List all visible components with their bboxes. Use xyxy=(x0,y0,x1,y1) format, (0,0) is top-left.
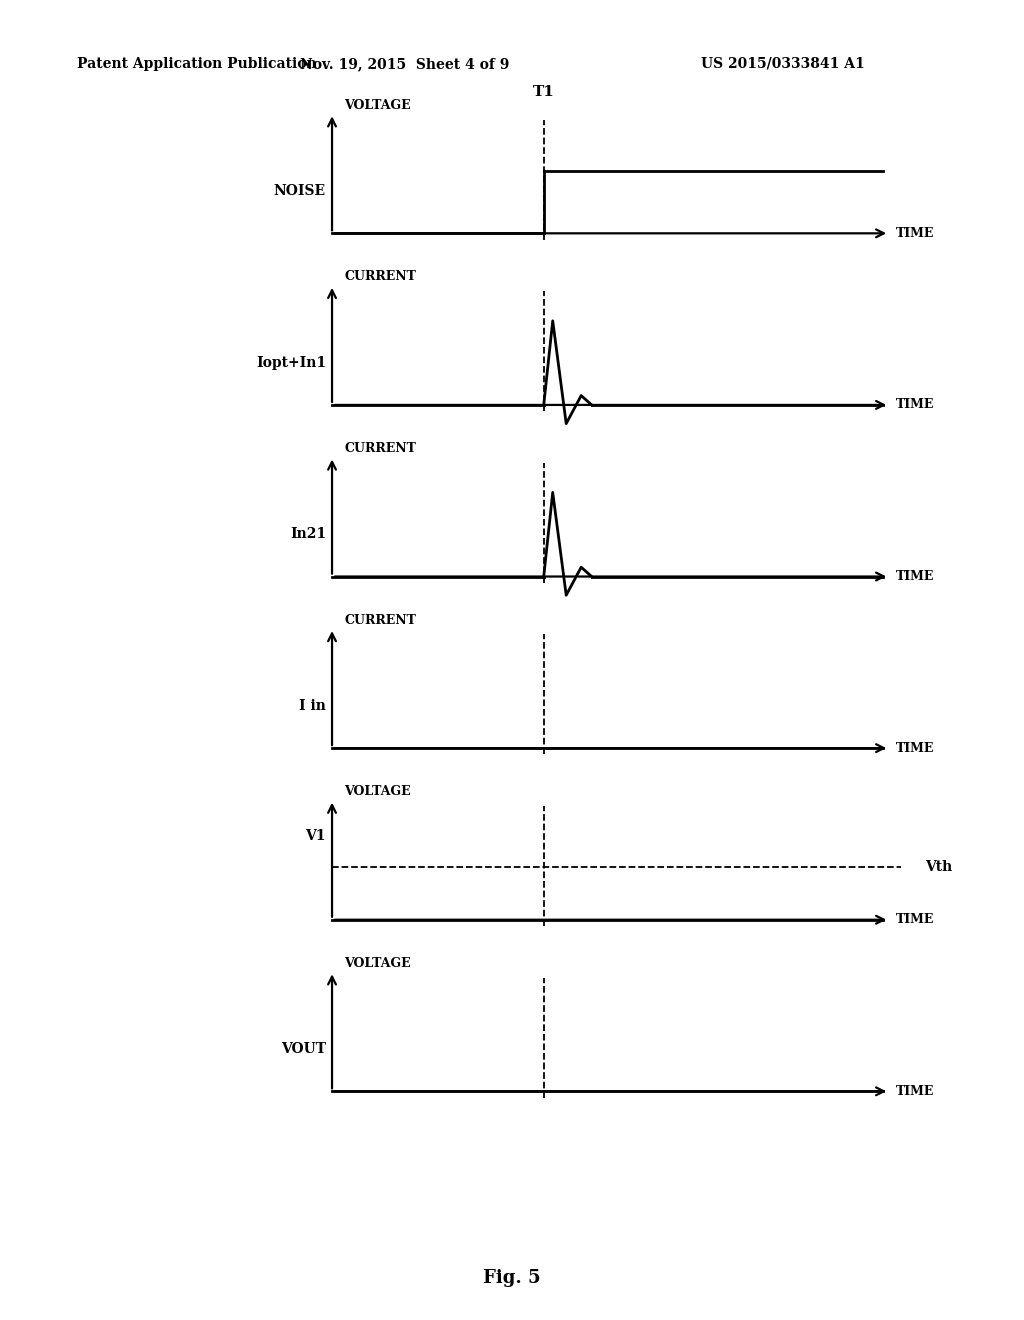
Text: V1: V1 xyxy=(305,829,326,842)
Text: Patent Application Publication: Patent Application Publication xyxy=(77,57,316,71)
Text: T1: T1 xyxy=(532,84,555,99)
Text: VOLTAGE: VOLTAGE xyxy=(344,99,411,112)
Text: NOISE: NOISE xyxy=(273,185,326,198)
Text: CURRENT: CURRENT xyxy=(344,442,416,455)
Text: TIME: TIME xyxy=(896,227,935,240)
Text: US 2015/0333841 A1: US 2015/0333841 A1 xyxy=(701,57,865,71)
Text: VOLTAGE: VOLTAGE xyxy=(344,785,411,799)
Text: TIME: TIME xyxy=(896,742,935,755)
Text: CURRENT: CURRENT xyxy=(344,614,416,627)
Text: VOUT: VOUT xyxy=(281,1043,326,1056)
Text: I in: I in xyxy=(299,700,326,713)
Text: Iopt+In1: Iopt+In1 xyxy=(256,356,326,370)
Text: TIME: TIME xyxy=(896,1085,935,1098)
Text: TIME: TIME xyxy=(896,570,935,583)
Text: In21: In21 xyxy=(290,528,326,541)
Text: CURRENT: CURRENT xyxy=(344,271,416,284)
Text: Vth: Vth xyxy=(925,859,952,874)
Text: VOLTAGE: VOLTAGE xyxy=(344,957,411,970)
Text: TIME: TIME xyxy=(896,913,935,927)
Text: TIME: TIME xyxy=(896,399,935,412)
Text: Fig. 5: Fig. 5 xyxy=(483,1269,541,1287)
Text: Nov. 19, 2015  Sheet 4 of 9: Nov. 19, 2015 Sheet 4 of 9 xyxy=(300,57,509,71)
